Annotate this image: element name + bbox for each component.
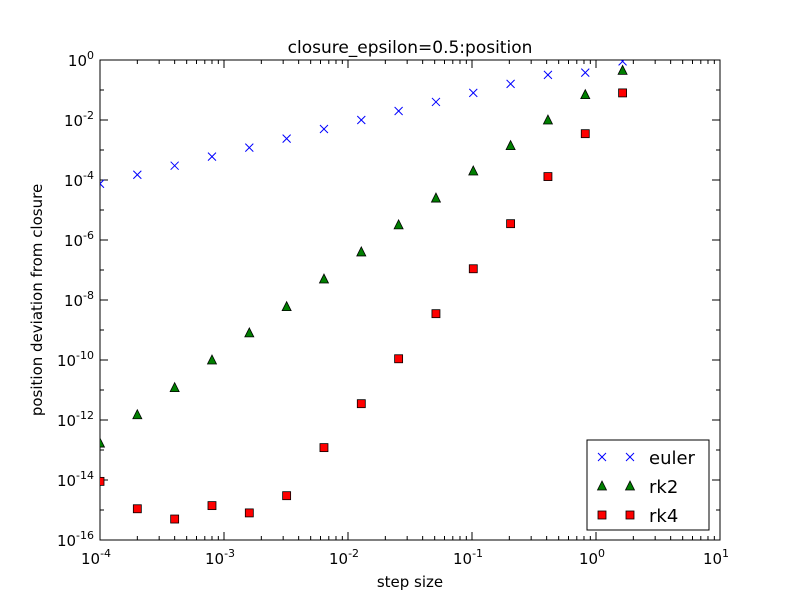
legend-item-rk2: rk2 bbox=[596, 477, 678, 498]
y-tick-label: 10-4 bbox=[64, 169, 94, 190]
x-tick-label: 100 bbox=[579, 547, 605, 568]
euler-point bbox=[506, 79, 515, 89]
legend-label: euler bbox=[649, 448, 696, 469]
y-tick-label: 10-6 bbox=[64, 229, 94, 250]
euler-point bbox=[356, 115, 366, 125]
rk2-point bbox=[244, 327, 255, 338]
rk4-point bbox=[468, 264, 478, 274]
y-tick-label: 10-10 bbox=[57, 349, 94, 370]
legend-label: rk4 bbox=[649, 506, 678, 527]
series-rk4 bbox=[100, 88, 627, 524]
euler-point bbox=[244, 143, 254, 152]
euler-point bbox=[394, 106, 403, 116]
legend-box bbox=[586, 439, 710, 531]
rk4-legend-marker bbox=[597, 510, 607, 520]
rk4-point bbox=[132, 504, 142, 514]
rk2-point bbox=[100, 437, 106, 448]
axis-ticks bbox=[99, 59, 721, 541]
rk4-point bbox=[356, 399, 366, 409]
x-tick-label: 10-1 bbox=[453, 547, 483, 568]
rk2-point bbox=[468, 165, 479, 176]
rk4-point bbox=[431, 309, 441, 319]
y-tick-label: 10-14 bbox=[57, 469, 94, 490]
rk2-point bbox=[393, 218, 404, 230]
y-tick-label: 10-12 bbox=[57, 409, 94, 430]
rk2-point bbox=[169, 381, 180, 393]
euler-legend-marker bbox=[597, 452, 607, 462]
euler-point bbox=[282, 134, 291, 143]
rk4-point bbox=[282, 491, 292, 501]
euler-point bbox=[618, 60, 627, 66]
rk2-point bbox=[617, 64, 628, 75]
rk2-point bbox=[430, 192, 442, 203]
rk4-legend-marker bbox=[625, 510, 635, 520]
x-axis-label: step size bbox=[377, 573, 443, 591]
y-tick-label: 100 bbox=[68, 49, 94, 70]
rk4-point bbox=[100, 476, 105, 486]
y-tick-labels: 100 10-2 10-4 10-6 10-8 10-10 10-12 10-14 10-16 bbox=[57, 49, 94, 550]
rk2-legend-marker bbox=[596, 480, 608, 491]
rk4-point bbox=[618, 88, 627, 98]
rk4-point bbox=[244, 508, 254, 518]
rk4-point bbox=[580, 129, 590, 139]
legend-label: rk2 bbox=[649, 477, 678, 498]
rk4-point bbox=[506, 219, 516, 229]
legend-item-rk4: rk4 bbox=[597, 506, 678, 527]
rk2-legend-marker bbox=[624, 480, 636, 491]
rk4-point bbox=[170, 514, 180, 524]
rk2-point bbox=[281, 300, 292, 312]
euler-point bbox=[431, 97, 441, 107]
rk2-point bbox=[318, 273, 330, 284]
rk4-point bbox=[543, 172, 553, 181]
legend-item-euler: euler bbox=[597, 448, 696, 469]
euler-point bbox=[468, 88, 478, 98]
y-axis-label: position deviation from closure bbox=[28, 184, 46, 416]
chart-title: closure_epsilon=0.5:position bbox=[288, 38, 533, 58]
euler-point bbox=[319, 124, 329, 134]
euler-point bbox=[207, 152, 217, 162]
euler-point bbox=[543, 70, 553, 80]
rk4-point bbox=[319, 443, 329, 453]
euler-point bbox=[580, 68, 590, 77]
rk2-point bbox=[206, 354, 218, 365]
rk2-point bbox=[132, 408, 143, 420]
rk4-point bbox=[207, 501, 217, 511]
legend: euler rk2 rk4 bbox=[586, 439, 710, 531]
y-tick-label: 10-16 bbox=[57, 529, 94, 550]
x-tick-label: 101 bbox=[703, 547, 729, 568]
rk4-point bbox=[394, 354, 404, 364]
rk2-point bbox=[356, 246, 367, 257]
x-tick-labels: 10-4 10-3 10-2 10-1 100 101 bbox=[81, 547, 729, 568]
x-tick-label: 10-3 bbox=[205, 547, 235, 568]
euler-point bbox=[100, 179, 105, 189]
rk2-point bbox=[505, 139, 516, 151]
series-euler bbox=[100, 60, 627, 189]
y-tick-label: 10-8 bbox=[64, 289, 94, 310]
x-tick-label: 10-4 bbox=[81, 547, 111, 568]
euler-point bbox=[132, 170, 142, 180]
rk2-point bbox=[580, 88, 591, 100]
series-rk2 bbox=[100, 64, 628, 448]
data-series bbox=[100, 60, 628, 524]
euler-point bbox=[170, 161, 180, 171]
rk2-point bbox=[542, 114, 554, 125]
euler-legend-marker bbox=[625, 452, 635, 462]
y-tick-label: 10-2 bbox=[64, 109, 94, 130]
x-tick-label: 10-2 bbox=[329, 547, 359, 568]
